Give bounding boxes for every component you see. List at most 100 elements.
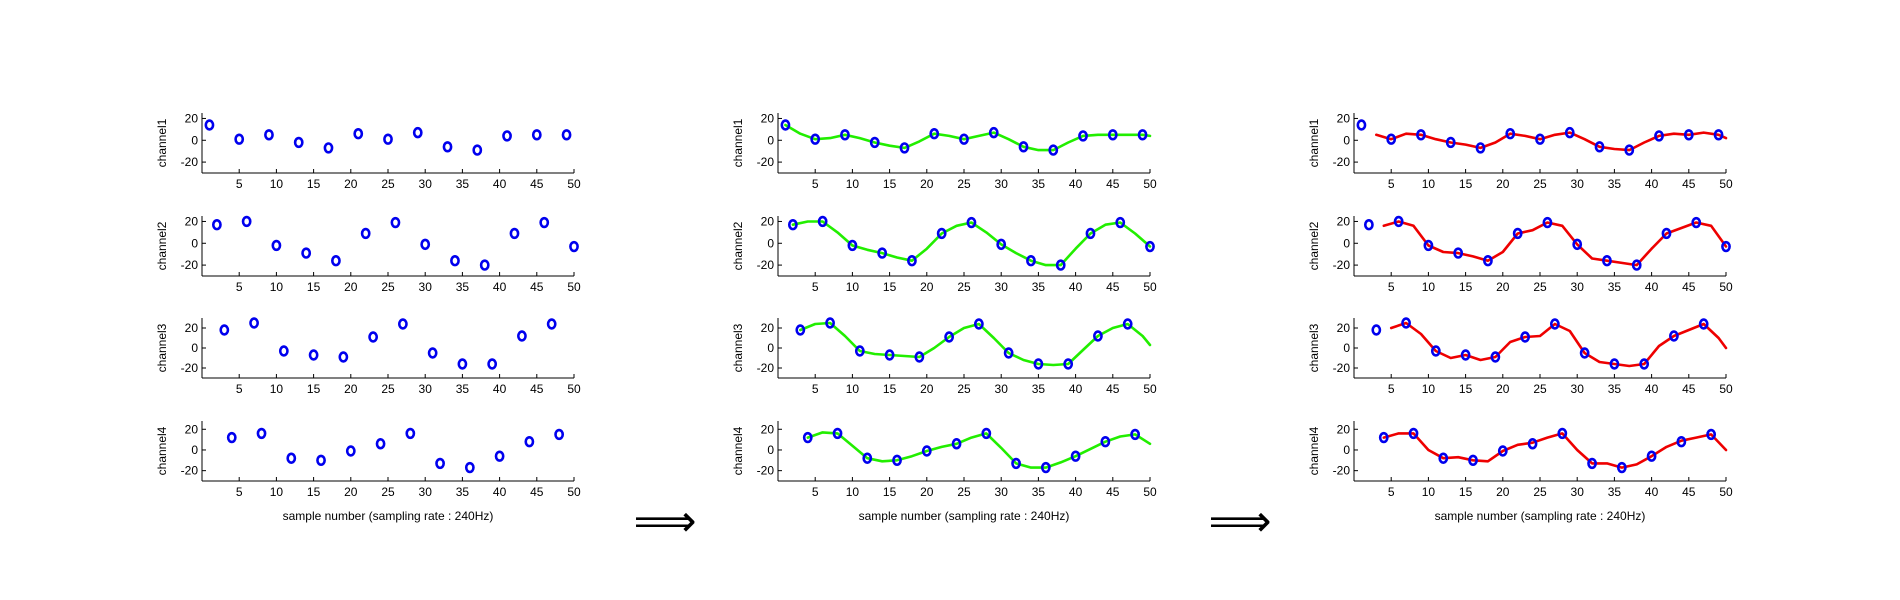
sample-point (308, 349, 319, 361)
panel-channel4: 20 0 -20 5 10 15 20 25 30 35 40 45 50 channel4 (155, 421, 581, 499)
x-tick-label: 25 (1533, 280, 1547, 294)
y-tick-label: 0 (1343, 443, 1350, 457)
panel-channel3: 20 0 -20 5 10 15 20 25 30 35 40 45 50 channel3 (1307, 317, 1733, 396)
sample-point (795, 324, 806, 336)
green-fit-line (806, 431, 1152, 469)
panel-channel2: 20 0 -20 5 10 15 20 25 30 35 40 45 50 channel2 (731, 214, 1157, 294)
channel-label: channel2 (1307, 221, 1321, 270)
sample-point (427, 347, 438, 359)
y-tick-label: -20 (757, 361, 775, 375)
red-fit-line (1389, 321, 1728, 368)
sample-point (1698, 318, 1709, 330)
sample-point (1423, 239, 1434, 252)
red-fit-line (1375, 131, 1728, 152)
x-tick-label: 35 (1608, 280, 1622, 294)
sample-point (487, 358, 498, 370)
sample-point (847, 239, 858, 252)
sample-point (502, 130, 512, 142)
panel-channel1: 20 0 -20 5 10 15 20 25 30 35 40 45 50 channel1 (731, 111, 1157, 191)
x-tick-label: 5 (1388, 280, 1395, 294)
x-tick-label: 35 (456, 177, 470, 191)
sample-point (1026, 255, 1036, 267)
x-tick-label: 15 (883, 280, 897, 294)
x-axis-label: sample number (sampling rate : 240Hz) (1435, 509, 1646, 523)
sample-point (561, 129, 572, 141)
x-tick-label: 15 (307, 382, 321, 396)
sample-point (345, 445, 356, 457)
y-tick-label: -20 (757, 155, 775, 169)
sample-point (464, 461, 475, 474)
x-tick-label: 10 (1422, 485, 1436, 499)
x-tick-label: 15 (307, 177, 321, 191)
x-tick-label: 45 (1682, 485, 1696, 499)
green-fit-line (798, 321, 1152, 367)
sample-point (1401, 317, 1411, 329)
x-tick-label: 10 (846, 280, 860, 294)
sample-point (921, 445, 932, 457)
sample-point (1085, 227, 1096, 240)
sample-point (1100, 435, 1111, 448)
channel-label: channel4 (1307, 426, 1321, 475)
x-tick-label: 45 (1682, 382, 1696, 396)
sample-point (353, 128, 364, 140)
x-tick-label: 45 (530, 177, 544, 191)
panel-channel3: 20 0 -20 5 10 15 20 25 30 35 40 45 50 channel3 (155, 317, 581, 396)
x-tick-label: 25 (957, 485, 971, 499)
x-tick-label: 15 (1459, 382, 1473, 396)
x-tick-label: 40 (1645, 382, 1659, 396)
x-tick-label: 30 (419, 280, 433, 294)
x-axis-label: sample number (sampling rate : 240Hz) (859, 509, 1070, 523)
sample-point (854, 345, 865, 357)
panel-channel1: 20 0 -20 5 10 15 20 25 30 35 40 45 50 channel1 (1307, 111, 1733, 191)
sample-point (1115, 216, 1126, 229)
panel-channel2: 20 0 -20 5 10 15 20 25 30 35 40 45 50 channel2 (155, 214, 581, 294)
x-tick-label: 25 (1533, 382, 1547, 396)
sample-point (802, 431, 813, 444)
y-tick-label: 20 (1337, 111, 1351, 125)
sample-point (1430, 345, 1441, 357)
panel-channel4: 20 0 -20 5 10 15 20 25 30 35 40 45 50 channel4 (731, 421, 1157, 499)
x-tick-label: 20 (1496, 382, 1510, 396)
x-tick-label: 10 (846, 485, 860, 499)
sample-point (1512, 227, 1523, 240)
x-tick-label: 45 (1682, 177, 1696, 191)
sample-point (1356, 119, 1367, 131)
sample-point (1564, 126, 1575, 139)
sample-point (1624, 144, 1635, 156)
sample-point (249, 317, 259, 329)
sample-point (360, 227, 371, 240)
chart-group-1: 200-205 10 15 20 25 30 35 40 45 50channel1200-205… (155, 111, 581, 523)
y-tick-label: -20 (757, 258, 775, 272)
sample-point (929, 128, 940, 140)
x-tick-label: 25 (381, 177, 395, 191)
x-tick-label: 35 (1032, 177, 1046, 191)
y-tick-label: 20 (185, 111, 199, 125)
x-tick-label: 25 (957, 382, 971, 396)
sample-point (1654, 130, 1664, 142)
y-tick-label: 20 (185, 214, 199, 228)
x-tick-label: 45 (1106, 177, 1120, 191)
chart-group-3: 200-205 10 15 20 25 30 35 40 45 50channel1200-205… (1307, 111, 1733, 523)
x-tick-label: 30 (1571, 280, 1585, 294)
sample-point (271, 239, 282, 252)
sample-point (531, 129, 542, 141)
x-tick-label: 50 (1143, 485, 1157, 499)
sample-point (1713, 129, 1724, 141)
sample-point (1033, 358, 1044, 370)
sample-point (1445, 136, 1456, 149)
sample-point (951, 438, 962, 450)
sample-point (301, 247, 312, 259)
panel-channel1: 20 0 -20 5 10 15 20 25 30 35 40 45 50 channel1 (155, 111, 581, 191)
sample-point (959, 133, 969, 145)
x-tick-label: 45 (1106, 382, 1120, 396)
sample-point (241, 215, 252, 228)
red-fit-line (1382, 432, 1728, 469)
sample-point (988, 126, 999, 139)
sample-point (375, 438, 386, 450)
sample-point (1527, 438, 1538, 450)
x-tick-label: 45 (530, 382, 544, 396)
sample-point (1594, 141, 1605, 153)
x-tick-label: 30 (1571, 485, 1585, 499)
sample-point (1122, 318, 1133, 330)
